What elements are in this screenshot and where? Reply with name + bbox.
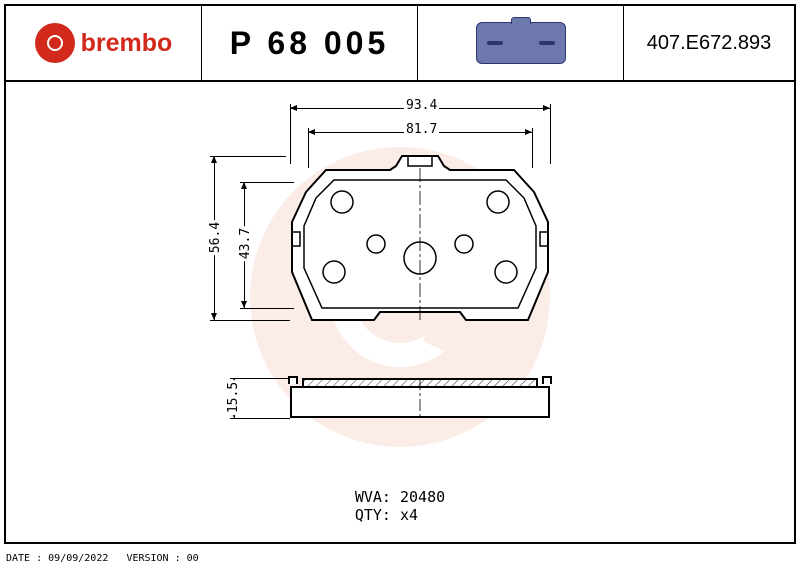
ext-line bbox=[230, 378, 290, 379]
part-number: P 68 005 bbox=[230, 25, 390, 62]
thumbnail-cell bbox=[418, 6, 624, 80]
wva-label: WVA: bbox=[355, 488, 391, 506]
ext-line bbox=[210, 156, 286, 157]
brake-pad-thumbnail bbox=[476, 22, 566, 64]
date-label: DATE : bbox=[6, 553, 42, 564]
side-hatch bbox=[290, 378, 550, 420]
side-tab bbox=[542, 376, 552, 384]
wva-value: 20480 bbox=[400, 488, 445, 506]
brand-text: brembo bbox=[81, 29, 173, 58]
dim-width-inner: 81.7 bbox=[404, 122, 439, 137]
part-number-cell: P 68 005 bbox=[202, 6, 418, 80]
ext-line bbox=[210, 320, 290, 321]
dim-thickness: 15.5 bbox=[226, 380, 241, 415]
drawing-area: 93.4 81.7 bbox=[6, 82, 794, 542]
technical-drawing: 93.4 81.7 bbox=[150, 88, 650, 498]
ext-line bbox=[230, 418, 290, 419]
side-tab bbox=[288, 376, 298, 384]
qty-label: QTY: bbox=[355, 506, 391, 524]
ext-line bbox=[240, 308, 294, 309]
reference-cell: 407.E672.893 bbox=[624, 6, 794, 80]
ext-line bbox=[240, 182, 294, 183]
date-value: 09/09/2022 bbox=[48, 553, 108, 564]
brake-pad-side-view bbox=[290, 378, 550, 418]
header-row: brembo P 68 005 407.E672.893 bbox=[6, 6, 794, 82]
reference-number: 407.E672.893 bbox=[647, 32, 772, 55]
pad-outline-svg bbox=[290, 154, 550, 330]
ext-line bbox=[550, 104, 551, 164]
qty-value: x4 bbox=[400, 506, 418, 524]
footer-meta: DATE : 09/09/2022 VERSION : 00 bbox=[6, 553, 199, 564]
dim-width-outer: 93.4 bbox=[404, 98, 439, 113]
brake-pad-front-view bbox=[290, 166, 550, 324]
dim-height-outer: 56.4 bbox=[208, 220, 223, 255]
brembo-icon bbox=[35, 23, 75, 63]
version-label: VERSION : bbox=[126, 553, 180, 564]
dim-height-inner: 43.7 bbox=[238, 226, 253, 261]
drawing-frame: brembo P 68 005 407.E672.893 93.4 bbox=[4, 4, 796, 544]
spec-info: WVA: 20480 QTY: x4 bbox=[355, 488, 445, 524]
brand-cell: brembo bbox=[6, 6, 202, 80]
brembo-logo: brembo bbox=[35, 23, 173, 63]
version-value: 00 bbox=[187, 553, 199, 564]
